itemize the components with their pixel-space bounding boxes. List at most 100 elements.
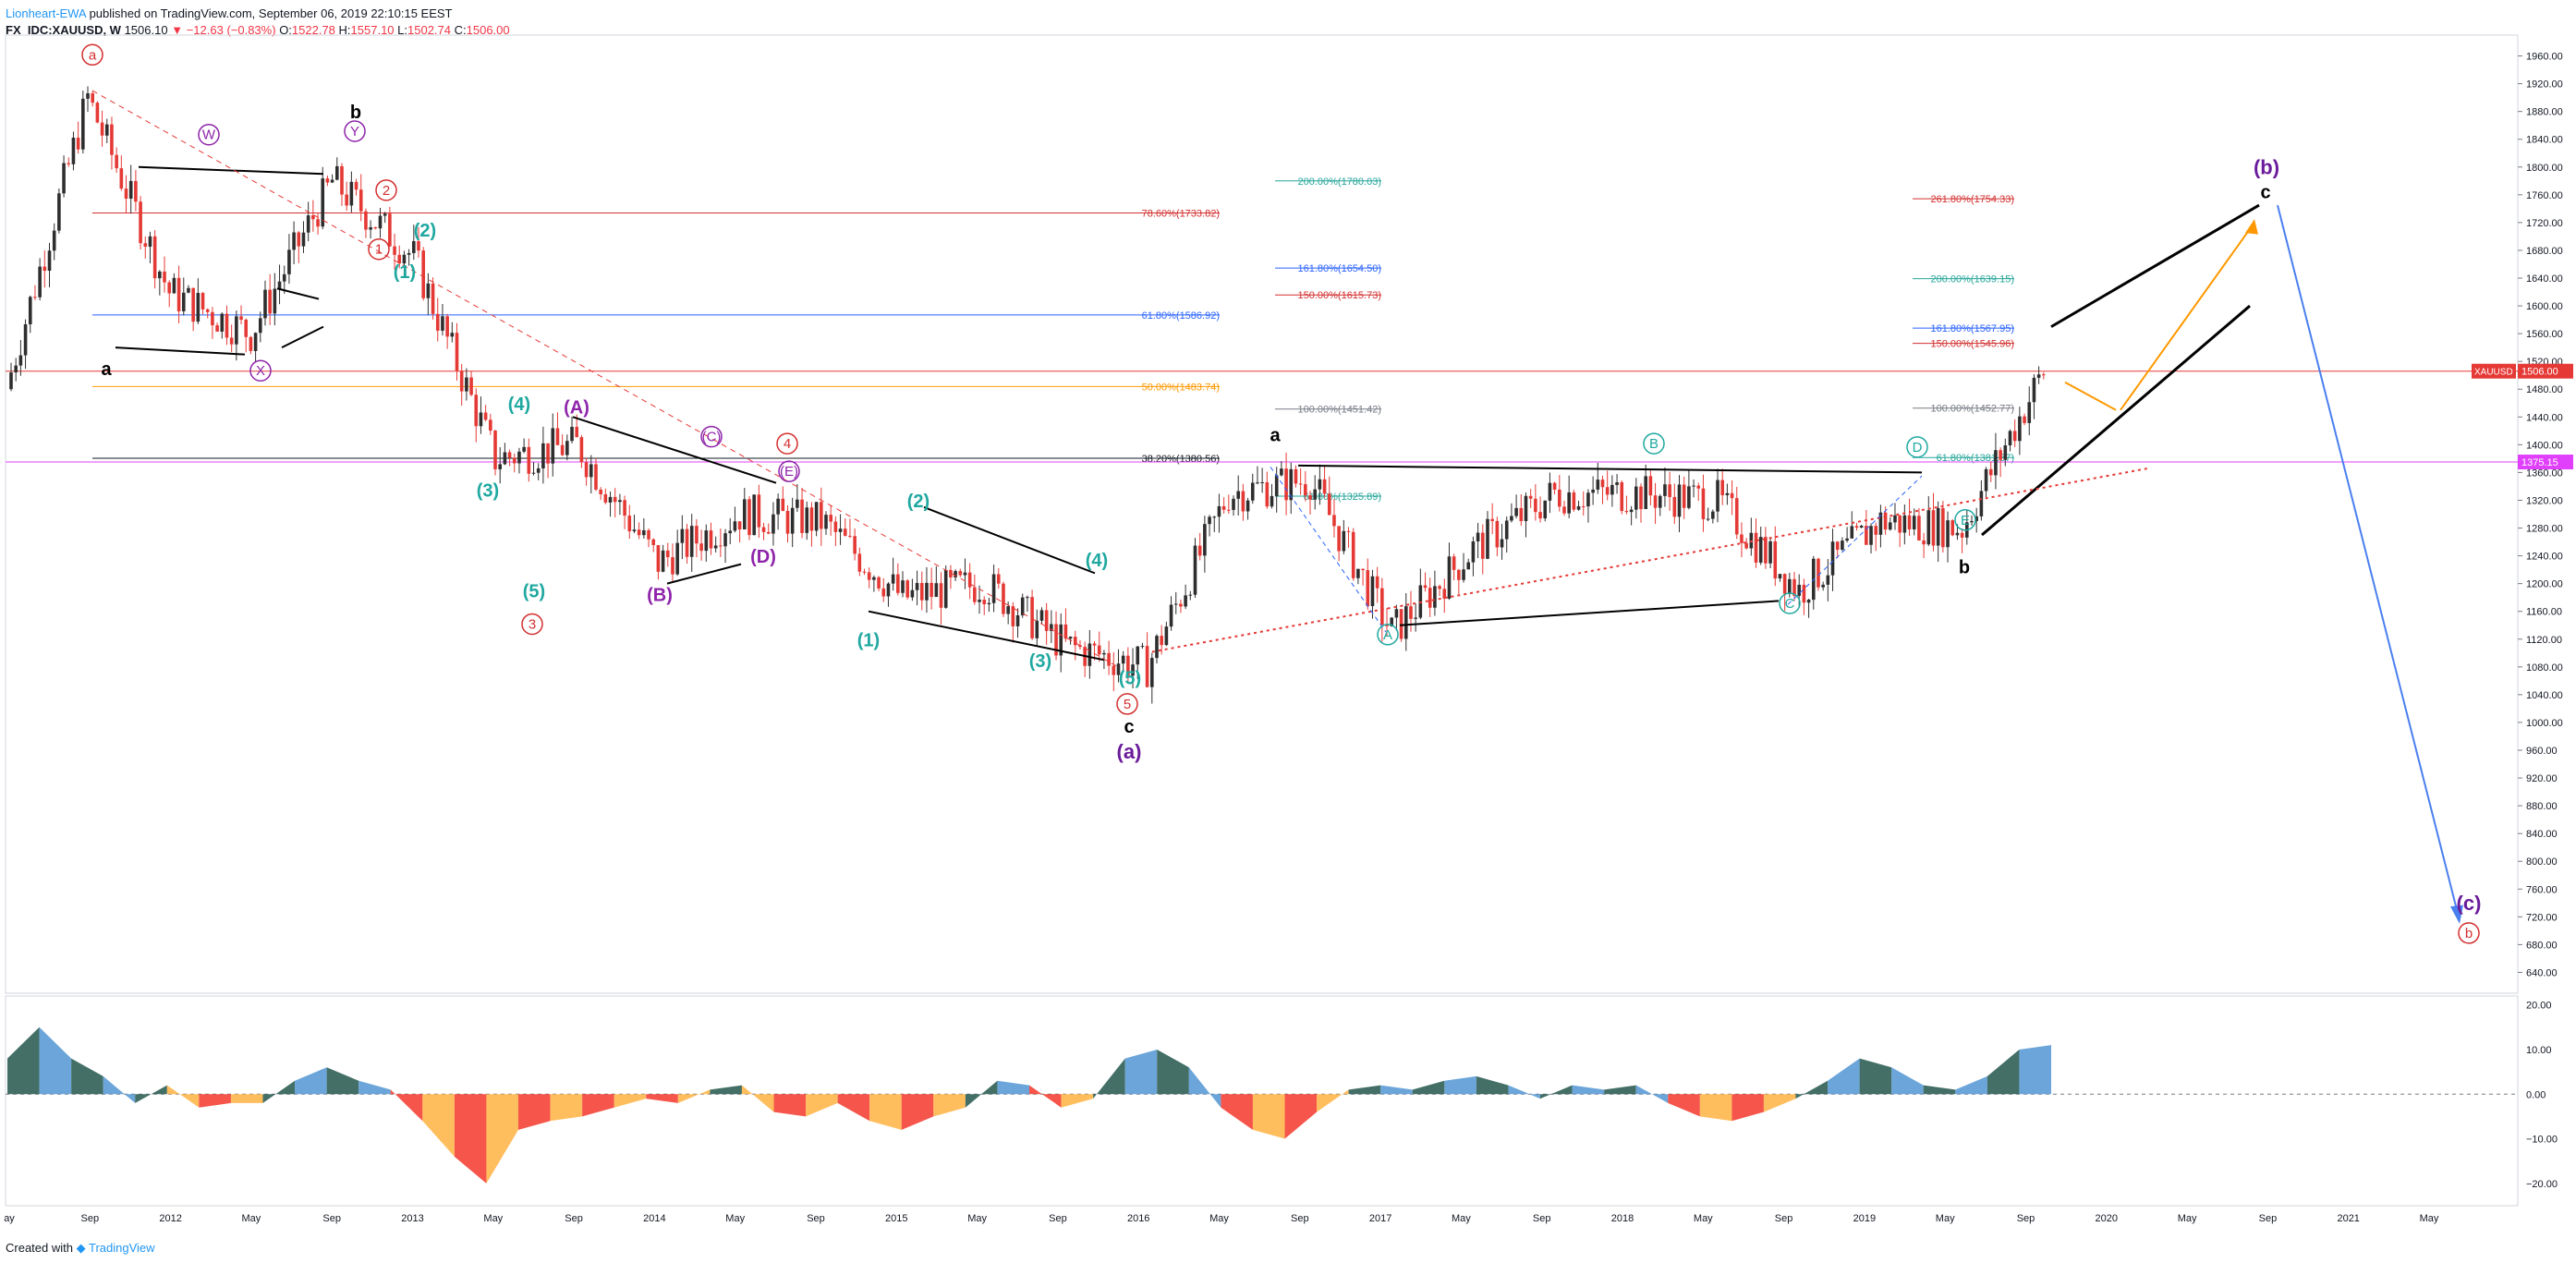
- candle-body: [1092, 643, 1097, 646]
- candle-body: [1212, 516, 1217, 518]
- candle-body: [1193, 545, 1197, 595]
- candle-body: [1999, 450, 2002, 460]
- y-tick-label: 800.00: [2526, 856, 2558, 868]
- author-link[interactable]: Lionheart-EWA: [6, 6, 86, 20]
- candle-body: [287, 249, 291, 274]
- time-axis[interactable]: ay Sep 2012 May Sep 2013 May Sep 2014 May Sep 2015 M…: [4, 1213, 2439, 1224]
- candle-body: [1313, 489, 1317, 500]
- candle-body: [954, 571, 957, 577]
- candle-body: [426, 283, 431, 298]
- candle-body: [699, 543, 703, 552]
- candle-body: [354, 181, 358, 190]
- trend-line: [572, 416, 777, 484]
- candle-body: [853, 536, 857, 554]
- candle-body: [1059, 624, 1063, 656]
- candle-body: [1476, 532, 1480, 542]
- candle-body: [407, 252, 411, 255]
- fib-label: 100.00%(1451.42): [1297, 405, 1381, 416]
- candle-body: [421, 250, 425, 298]
- candle-body: [1821, 584, 1825, 588]
- candle-body: [896, 574, 900, 593]
- candle-body: [1504, 520, 1509, 540]
- candle-body: [1241, 491, 1245, 512]
- candle-body: [1221, 505, 1226, 510]
- fib-label: 161.80%(1567.95): [1930, 323, 2014, 334]
- candle-body: [1696, 485, 1701, 489]
- candle-body: [1586, 492, 1590, 507]
- candle-body: [1841, 540, 1844, 551]
- candle-body: [2027, 402, 2032, 423]
- y-tick-label: 1200.00: [2526, 579, 2563, 590]
- candle-body: [1107, 652, 1111, 666]
- candle-body: [704, 530, 709, 552]
- y-tick-label: 1600.00: [2526, 301, 2563, 312]
- candle-body: [1063, 624, 1068, 639]
- chart-frame: [5, 34, 2519, 1207]
- candle-body: [1438, 586, 1441, 589]
- osc-area-segment: [1923, 1085, 1956, 1095]
- wave-label: (E): [780, 464, 798, 480]
- candle-body: [1015, 614, 1020, 626]
- candle-body: [1394, 609, 1399, 618]
- candle-body: [1768, 540, 1772, 564]
- candle-body: [512, 457, 516, 464]
- candle-body: [402, 254, 407, 264]
- arrowhead-icon: [2245, 219, 2258, 235]
- candle-body: [766, 531, 771, 534]
- candle-body: [397, 254, 402, 264]
- candle-body: [1955, 532, 1960, 536]
- candle-body: [1994, 450, 1998, 476]
- candle-body: [412, 241, 416, 253]
- candle-body: [2003, 445, 2008, 460]
- candle-body: [1845, 538, 1849, 541]
- candle-body: [991, 574, 996, 603]
- candle-body: [1097, 645, 1101, 655]
- candle-body: [1854, 526, 1859, 528]
- candle-body: [62, 163, 66, 194]
- y-tick-label: 1000.00: [2526, 718, 2563, 729]
- candle-body: [1865, 526, 1868, 545]
- osc-area-segment: [1699, 1094, 1732, 1122]
- down-arrow-icon: ▼: [171, 23, 184, 37]
- candle-body: [1514, 507, 1518, 516]
- candle-body: [172, 277, 176, 294]
- candle-body: [949, 569, 953, 577]
- candle-body: [680, 528, 685, 543]
- candle-body: [1145, 646, 1149, 687]
- candle-body: [772, 514, 775, 534]
- candle-body: [1428, 588, 1432, 608]
- osc-area-segment: [1732, 1094, 1764, 1122]
- candle-body: [613, 496, 617, 503]
- candle-body: [709, 530, 713, 549]
- time-tick-label: May: [1452, 1213, 1471, 1224]
- osc-area-segment: [1188, 1067, 1221, 1108]
- y-tick-label: 1080.00: [2526, 662, 2563, 674]
- candle-body: [546, 443, 550, 464]
- candle-body: [1486, 518, 1489, 559]
- osc-area-segment: [166, 1085, 200, 1108]
- price-axis[interactable]: 1960.00 1920.00 1880.00 1840.00 1800.00 1760.…: [2472, 52, 2573, 979]
- osc-area-segment: [741, 1085, 774, 1112]
- symbol-label[interactable]: FX_IDC:XAUUSD, W: [6, 23, 121, 37]
- candle-body: [1346, 530, 1351, 532]
- candle-body: [1658, 495, 1662, 508]
- candle-body: [829, 515, 832, 522]
- osc-area-segment: [1317, 1089, 1349, 1112]
- candle-body: [1806, 600, 1811, 603]
- candle-body: [1208, 516, 1211, 525]
- wave-label: (D): [750, 547, 776, 567]
- candle-body: [71, 138, 76, 164]
- wave-label: c: [2260, 183, 2270, 203]
- candle-body: [181, 292, 186, 311]
- candle-body: [570, 427, 574, 442]
- candle-body: [781, 498, 785, 512]
- candle-body: [790, 507, 795, 534]
- wave-label: a: [101, 359, 112, 380]
- candle-body: [191, 287, 195, 322]
- candle-body: [163, 271, 166, 283]
- candle-body: [335, 165, 339, 180]
- candle-body: [1922, 540, 1926, 545]
- tradingview-brand[interactable]: TradingView: [89, 1241, 155, 1255]
- candle-body: [306, 215, 310, 233]
